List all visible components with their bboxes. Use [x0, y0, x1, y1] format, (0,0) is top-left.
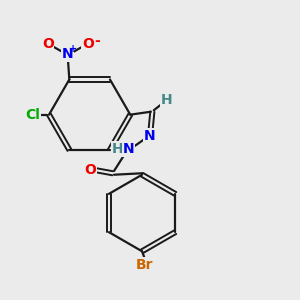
- Text: -: -: [94, 34, 100, 48]
- Text: N: N: [123, 142, 135, 156]
- Text: H: H: [112, 142, 123, 156]
- Text: O: O: [85, 163, 97, 177]
- Text: +: +: [69, 44, 77, 54]
- Text: H: H: [161, 93, 172, 107]
- Text: O: O: [42, 37, 54, 51]
- Text: Br: Br: [136, 257, 154, 272]
- Text: N: N: [144, 129, 156, 143]
- Text: Cl: Cl: [26, 108, 40, 122]
- Text: N: N: [62, 47, 74, 61]
- Text: O: O: [82, 37, 94, 51]
